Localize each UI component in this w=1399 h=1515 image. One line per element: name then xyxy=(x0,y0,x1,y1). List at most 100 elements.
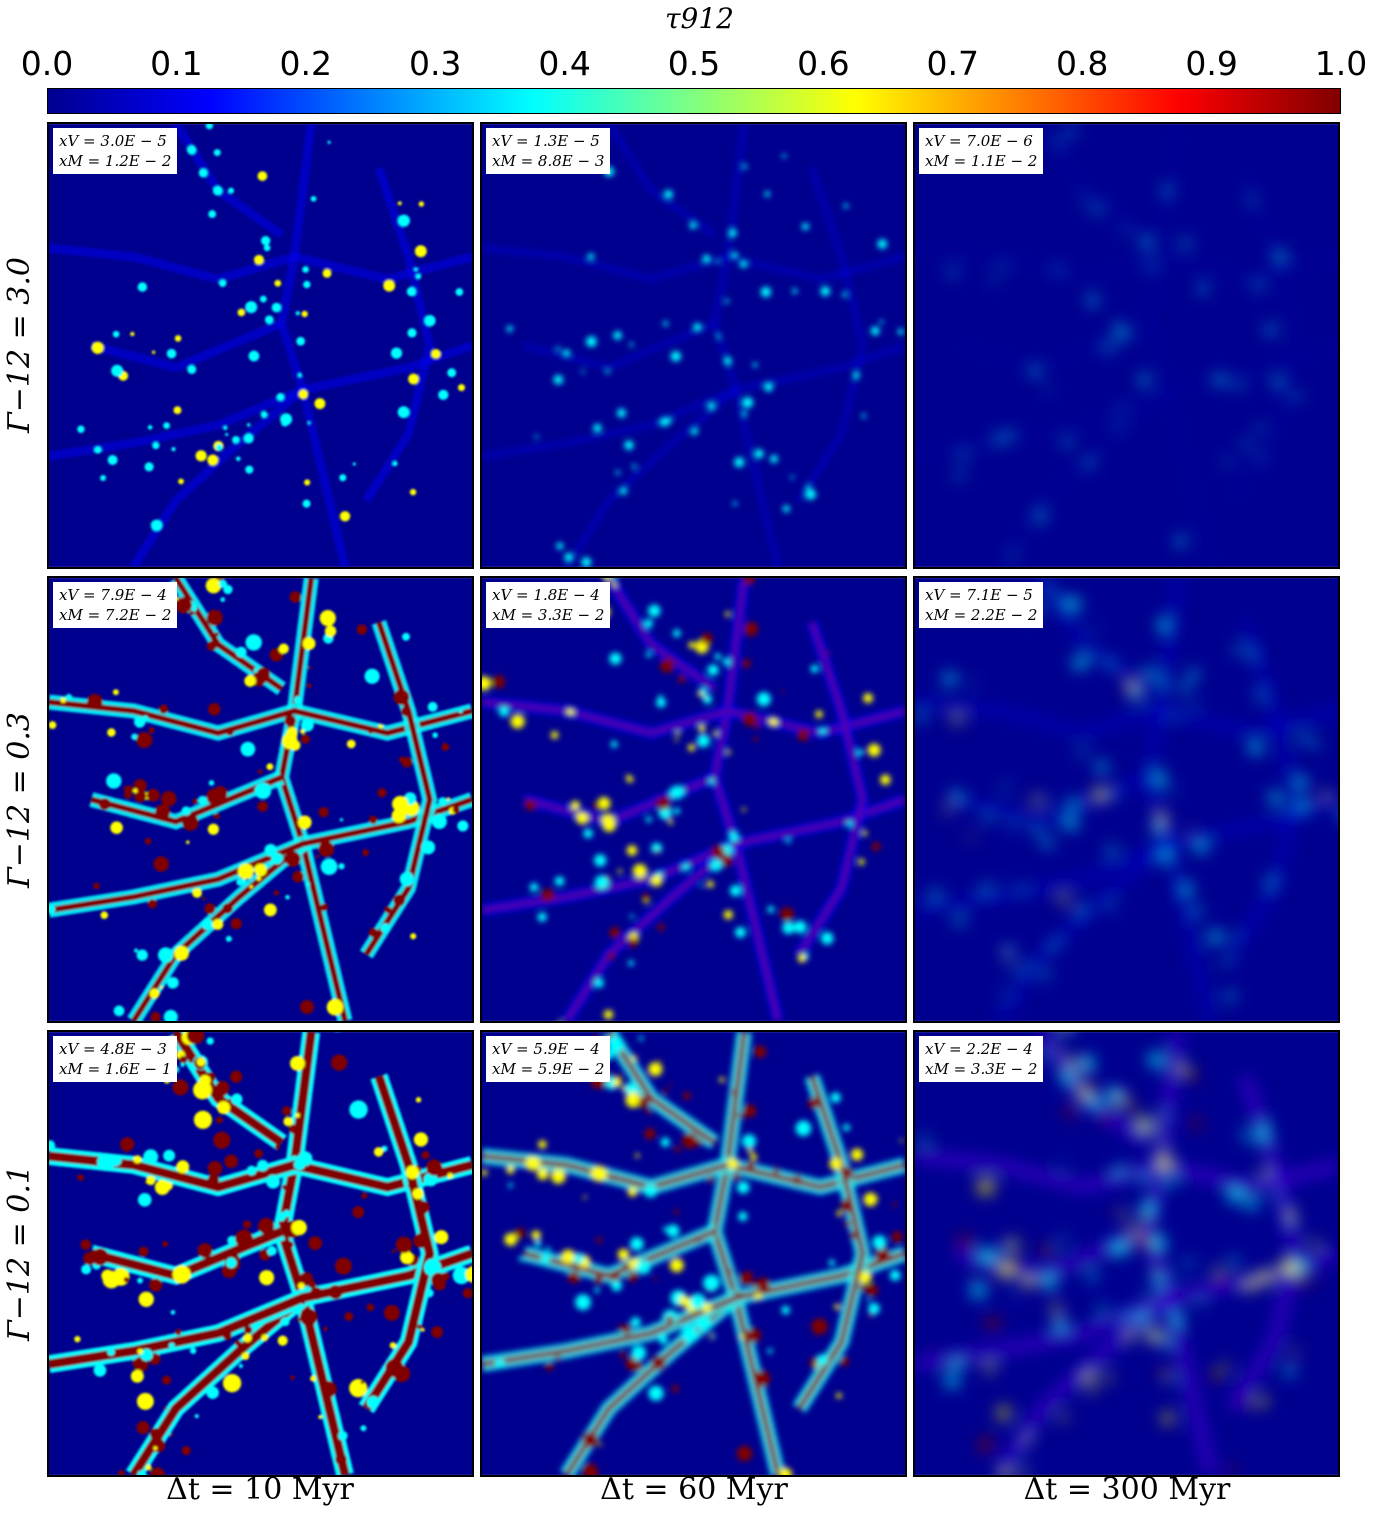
absorber-blob xyxy=(285,894,290,900)
absorber-blob xyxy=(836,1210,843,1217)
absorber-blob xyxy=(158,704,169,714)
absorber-blob xyxy=(254,782,272,800)
panel-stats: xV = 7.0E − 6 xM = 1.1E − 2 xyxy=(919,128,1044,174)
absorber-blob xyxy=(207,1161,223,1176)
absorber-blob xyxy=(320,903,329,912)
absorber-blob xyxy=(815,710,823,718)
filament xyxy=(482,244,905,283)
absorber-blob xyxy=(1126,681,1137,692)
absorber-blob xyxy=(648,1062,663,1077)
absorber-blob xyxy=(781,1305,790,1315)
absorber-blob xyxy=(1031,367,1040,376)
absorber-blob xyxy=(739,1272,753,1285)
absorber-blob xyxy=(245,301,258,314)
volume-fraction: xV = 1.3E − 5 xyxy=(492,132,600,150)
filament xyxy=(996,840,1172,1021)
absorber-blob xyxy=(1056,1047,1061,1052)
absorber-blob xyxy=(1160,850,1172,862)
absorber-blob xyxy=(1259,1271,1272,1283)
absorber-blob xyxy=(738,1112,745,1119)
absorber-blob xyxy=(691,428,698,436)
absorber-blob xyxy=(651,842,663,854)
absorber-blob xyxy=(297,1282,305,1290)
absorber-blob xyxy=(1103,1374,1111,1381)
absorber-blob xyxy=(339,511,351,522)
absorber-blob xyxy=(352,1206,365,1218)
absorber-blob xyxy=(861,413,866,419)
filament-core xyxy=(915,1154,1338,1189)
absorber-blob xyxy=(150,519,163,532)
absorber-blob xyxy=(253,254,264,265)
absorber-blob xyxy=(764,382,774,392)
absorber-blob xyxy=(575,811,589,825)
absorber-blob xyxy=(508,1182,513,1188)
absorber-blob xyxy=(292,870,304,883)
absorber-blob xyxy=(670,351,681,362)
absorber-blob xyxy=(257,801,268,812)
absorber-blob xyxy=(153,1446,158,1451)
absorber-blob xyxy=(743,621,759,637)
absorber-blob xyxy=(1128,1209,1132,1213)
absorber-blob xyxy=(687,744,696,752)
absorber-blob xyxy=(1168,1375,1174,1381)
absorber-blob xyxy=(287,726,297,737)
absorber-blob xyxy=(1189,670,1199,679)
panel-r0-c2: xV = 7.0E − 6 xM = 1.1E − 2 xyxy=(913,122,1340,569)
absorber-blob xyxy=(181,1446,191,1456)
absorber-blob xyxy=(1280,1260,1294,1274)
absorber-blob xyxy=(377,788,387,798)
absorber-blob xyxy=(1002,991,1007,995)
absorber-blob xyxy=(891,1231,903,1243)
absorber-blob xyxy=(1152,1275,1163,1286)
absorber-blob xyxy=(276,393,285,402)
absorber-blob xyxy=(1093,206,1101,214)
absorber-blob xyxy=(249,885,253,889)
filament xyxy=(1228,621,1300,957)
absorber-blob xyxy=(289,739,301,751)
absorber-blob xyxy=(498,706,510,717)
absorber-blob xyxy=(150,1467,165,1475)
filament-core xyxy=(523,1228,716,1279)
absorber-blob xyxy=(1132,690,1142,700)
absorber-blob xyxy=(238,1363,244,1369)
absorber-blob xyxy=(1160,1369,1171,1380)
absorber-blob xyxy=(373,1147,384,1157)
absorber-blob xyxy=(194,1414,199,1419)
absorber-blob xyxy=(696,734,710,748)
absorber-blob xyxy=(626,845,638,856)
filament-layer xyxy=(482,124,905,567)
absorber-blob xyxy=(1245,1197,1258,1209)
absorber-blob xyxy=(278,643,289,654)
column-label-2: Δt = 300 Myr xyxy=(1023,1472,1231,1507)
absorber-blob xyxy=(133,778,147,793)
absorber-blob xyxy=(1003,784,1009,790)
absorber-blob xyxy=(754,722,761,729)
absorber-blob xyxy=(138,1246,149,1257)
absorber-blob xyxy=(545,1362,554,1371)
absorber-blob xyxy=(1074,604,1080,611)
absorber-blob xyxy=(782,153,787,159)
absorber-blob xyxy=(1088,296,1097,306)
absorber-blob xyxy=(700,632,713,645)
absorber-blob xyxy=(98,798,111,811)
absorber-blob xyxy=(741,659,751,668)
absorber-blob xyxy=(1038,510,1045,518)
absorber-blob xyxy=(713,730,718,736)
absorber-blob xyxy=(1261,1169,1268,1176)
absorber-blob xyxy=(746,1328,761,1343)
absorber-blob xyxy=(826,651,830,655)
absorber-blob xyxy=(408,373,419,385)
absorber-blob xyxy=(795,1120,812,1137)
absorber-blob xyxy=(91,341,104,354)
absorber-blob xyxy=(205,124,214,130)
absorber-blob xyxy=(173,406,182,415)
absorber-blob xyxy=(728,228,737,238)
absorber-blob xyxy=(1060,1414,1067,1421)
absorber-blob xyxy=(415,1097,422,1103)
absorber-blob xyxy=(862,830,868,836)
absorber-blob xyxy=(431,813,447,830)
panel-heatmap xyxy=(482,578,905,1021)
absorber-blob xyxy=(432,732,438,738)
absorber-blob xyxy=(427,701,438,712)
absorber-blob xyxy=(257,769,263,774)
